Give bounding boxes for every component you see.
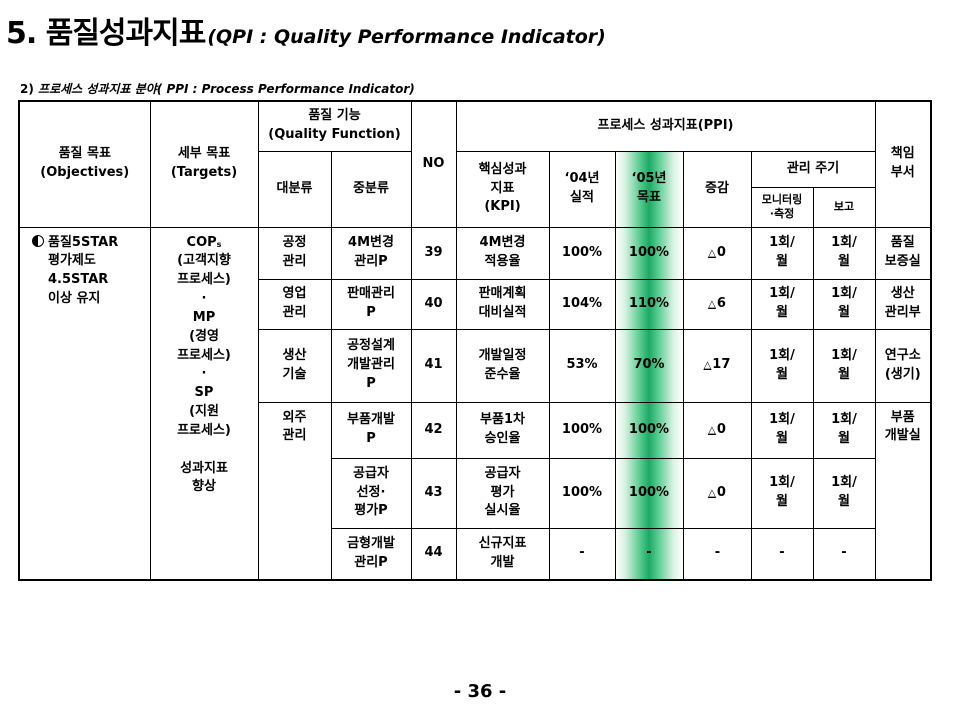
kpi-cell: 4M변경 적용율 (455, 226, 550, 280)
page-number: - 36 - (453, 681, 507, 702)
header-cycle: 관리 주기 (750, 150, 876, 188)
minor-cell: 금형개발 관리P (330, 527, 412, 581)
goal-line1: 품질5STAR (48, 234, 119, 250)
monitor-cell: 1회/ 월 (750, 457, 814, 529)
triangle-icon: △ (703, 360, 712, 372)
dept-cell: 부품 개발실 (874, 401, 932, 581)
no-cell: 40 (410, 278, 457, 330)
dept-cell: 생산 관리부 (874, 278, 932, 330)
kpi-cell: 신규지표 개발 (455, 527, 550, 581)
major-production: 생산 기술 (257, 328, 332, 403)
report-cell: - (812, 527, 876, 581)
half-circle-icon (32, 234, 44, 247)
kpi-cell: 부품1차 승인율 (455, 401, 550, 459)
section-subtitle: 2) 프로세스 성과지표 분야( PPI : Process Performan… (20, 80, 415, 97)
report-cell: 1회/ 월 (812, 401, 876, 459)
change-cell: △17 (682, 328, 752, 403)
no-cell: 39 (410, 226, 457, 280)
dept-cell: 연구소 (생기) (874, 328, 932, 403)
monitor-cell: 1회/ 월 (750, 328, 814, 403)
header-minor: 중분류 (330, 150, 412, 228)
y05-cell: 100% (614, 401, 684, 459)
minor-cell: 공정설계 개발관리 P (330, 328, 412, 403)
y04-cell: 100% (548, 226, 616, 280)
title-sub: (QPI : Quality Performance Indicator) (207, 26, 606, 48)
major-sales: 영업 관리 (257, 278, 332, 330)
targets-cell: COPs (고객지향 프로세스) · MP (경영 프로세스) · SP (지원… (149, 226, 259, 581)
y05-cell: - (614, 527, 684, 581)
header-quality-goal: 품질 목표 (Objectives) (18, 100, 151, 228)
subtitle-text: 프로세스 성과지표 분야( PPI : Process Performance … (38, 82, 415, 96)
kpi-cell: 개발일정 준수율 (455, 328, 550, 403)
triangle-icon: △ (708, 298, 716, 310)
triangle-icon: △ (708, 247, 716, 259)
targets-rest: (고객지향 프로세스) · MP (경영 프로세스) · SP (지원 프로세스… (177, 253, 231, 495)
major-process: 공정 관리 (257, 226, 332, 280)
targets-cop: COP (186, 234, 217, 250)
header-quality-function: 품질 기능 (Quality Function) (257, 100, 412, 152)
no-cell: 42 (410, 401, 457, 459)
monitor-cell: 1회/ 월 (750, 226, 814, 280)
header-detail-goal: 세부 목표 (Targets) (149, 100, 259, 228)
no-cell: 43 (410, 457, 457, 529)
y05-cell: 70% (614, 328, 684, 403)
ppi-table: 품질 목표 (Objectives) 세부 목표 (Targets) 품질 기능… (18, 100, 932, 581)
header-ppi: 프로세스 성과지표(PPI) (455, 100, 876, 152)
goal-cell: 품질5STAR 평가제도 4.5STAR 이상 유지 (18, 226, 151, 581)
report-cell: 1회/ 월 (812, 457, 876, 529)
report-cell: 1회/ 월 (812, 328, 876, 403)
header-y04: ‘04년 실적 (548, 150, 616, 228)
report-cell: 1회/ 월 (812, 278, 876, 330)
targets-cop-sub: s (216, 239, 222, 249)
y05-cell: 100% (614, 226, 684, 280)
minor-cell: 부품개발 P (330, 401, 412, 459)
header-report: 보고 (812, 186, 876, 228)
y04-cell: 100% (548, 401, 616, 459)
kpi-cell: 판매계획 대비실적 (455, 278, 550, 330)
header-y05: ‘05년 목표 (614, 150, 684, 228)
triangle-icon: △ (708, 487, 716, 499)
kpi-cell: 공급자 평가 실시율 (455, 457, 550, 529)
y04-cell: - (548, 527, 616, 581)
y04-cell: 53% (548, 328, 616, 403)
monitor-cell: 1회/ 월 (750, 401, 814, 459)
title-main: 5. 품질성과지표 (6, 16, 206, 51)
header-no: NO (410, 100, 457, 228)
change-cell: △6 (682, 278, 752, 330)
y05-cell: 110% (614, 278, 684, 330)
monitor-cell: - (750, 527, 814, 581)
report-cell: 1회/ 월 (812, 226, 876, 280)
header-monitor: 모니터링 ·측정 (750, 186, 814, 228)
minor-cell: 4M변경 관리P (330, 226, 412, 280)
header-change: 증감 (682, 150, 752, 228)
change-cell: △0 (682, 226, 752, 280)
change-cell: △0 (682, 457, 752, 529)
monitor-cell: 1회/ 월 (750, 278, 814, 330)
header-dept: 책임 부서 (874, 100, 932, 228)
header-major: 대분류 (257, 150, 332, 228)
minor-cell: 판매관리 P (330, 278, 412, 330)
header-kpi: 핵심성과 지표 (KPI) (455, 150, 550, 228)
minor-cell: 공급자 선정· 평가P (330, 457, 412, 529)
y05-cell: 100% (614, 457, 684, 529)
no-cell: 44 (410, 527, 457, 581)
change-cell: - (682, 527, 752, 581)
major-outsourcing: 외주 관리 (257, 401, 332, 581)
page-title: 5. 품질성과지표 (QPI : Quality Performance Indi… (6, 8, 606, 52)
subtitle-number: 2) (20, 82, 34, 96)
dept-cell: 품질 보증실 (874, 226, 932, 280)
triangle-icon: △ (708, 424, 716, 436)
no-cell: 41 (410, 328, 457, 403)
y04-cell: 104% (548, 278, 616, 330)
goal-rest: 평가제도 4.5STAR 이상 유지 (48, 253, 109, 307)
y04-cell: 100% (548, 457, 616, 529)
change-cell: △0 (682, 401, 752, 459)
